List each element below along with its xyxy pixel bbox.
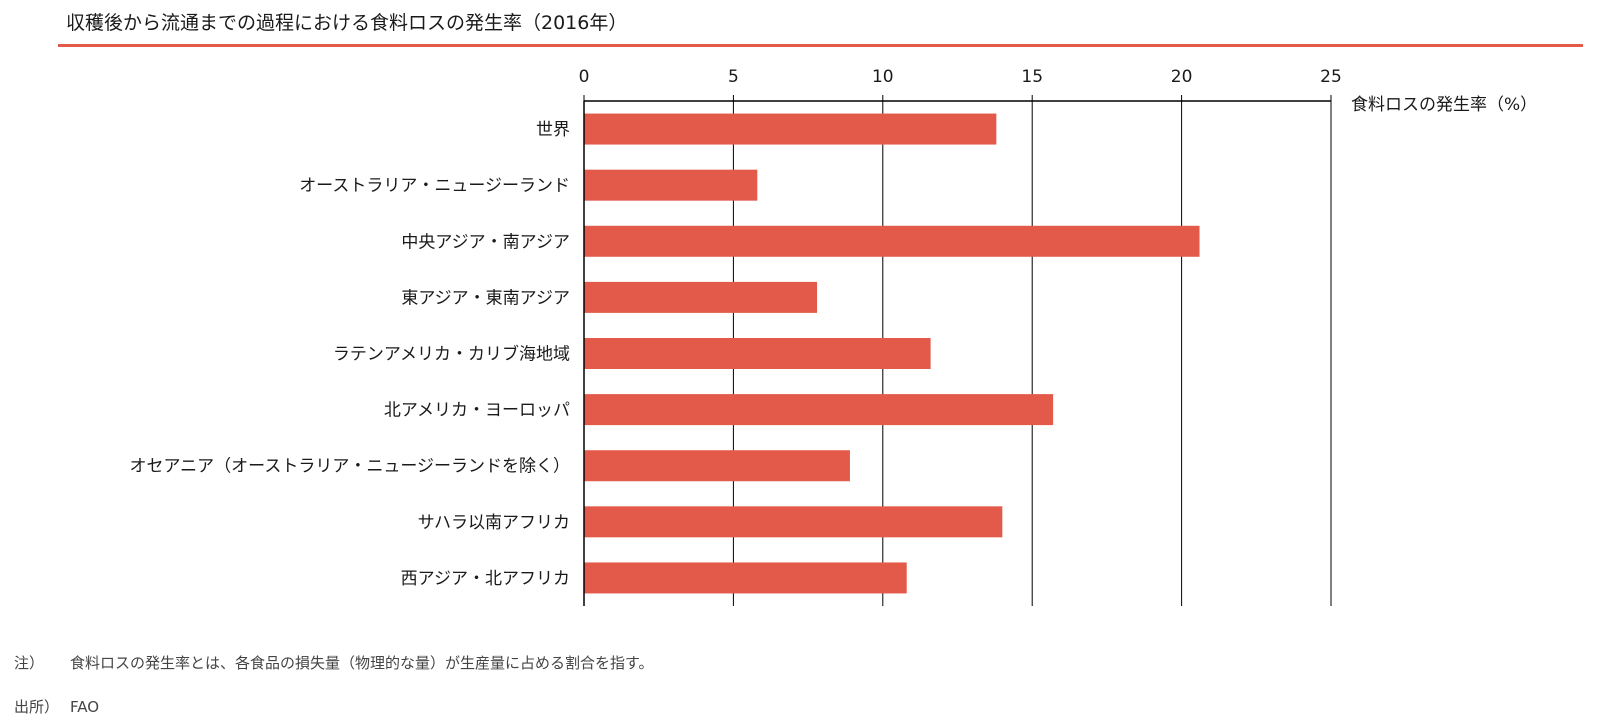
tick-label: 0 [579,67,590,87]
bar [584,225,1200,257]
tick-label: 10 [872,67,894,87]
chart-title: 収穫後から流通までの過程における食料ロスの発生率（2016年） [66,12,628,34]
category-label: ラテンアメリカ・カリブ海地域 [333,344,570,365]
tick-label: 20 [1171,67,1193,87]
title-underline [58,44,1583,47]
bar [584,338,931,369]
x-axis-title: 食料ロスの発生率（%） [1351,95,1537,115]
tick-label: 5 [728,67,739,87]
category-label: 東アジア・東南アジア [401,288,570,308]
category-label: サハラ以南アフリカ [418,513,570,533]
bar [584,394,1054,426]
bar [584,506,1003,538]
bar [584,562,907,594]
tick-label: 25 [1320,67,1342,87]
tick-label: 15 [1021,67,1043,87]
bar-chart: 0 5 10 15 20 25 世界オーストラリア・ニュージーランド中央アジア・南アジア東… [130,67,1537,606]
category-label: オーストラリア・ニュージーランド [299,176,570,196]
category-label: 中央アジア・南アジア [401,232,570,252]
category-label: 西アジア・北アフリカ [401,569,570,589]
source-label: 出所） [14,698,60,716]
category-label: 世界 [536,120,570,140]
source-line: 出所） FAO [14,696,99,717]
footnote-label: 注） [14,654,45,672]
bar [584,169,758,201]
footnote: 注） 食料ロスの発生率とは、各食品の損失量（物理的な量）が生産量に占める割合を指す… [14,652,654,673]
category-label: オセアニア（オーストラリア・ニュージーランドを除く） [130,457,570,477]
source-text: FAO [70,698,100,716]
category-labels: 世界オーストラリア・ニュージーランド中央アジア・南アジア東アジア・東南アジアラテ… [130,120,570,589]
axes [583,95,1332,606]
footnote-text: 食料ロスの発生率とは、各食品の損失量（物理的な量）が生産量に占める割合を指す。 [70,654,654,672]
bar [584,281,818,313]
category-label: 北アメリカ・ヨーロッパ [384,401,570,421]
bars [584,113,1200,594]
bar [584,113,997,145]
tick-labels: 0 5 10 15 20 25 [579,67,1342,87]
bar [584,450,850,482]
